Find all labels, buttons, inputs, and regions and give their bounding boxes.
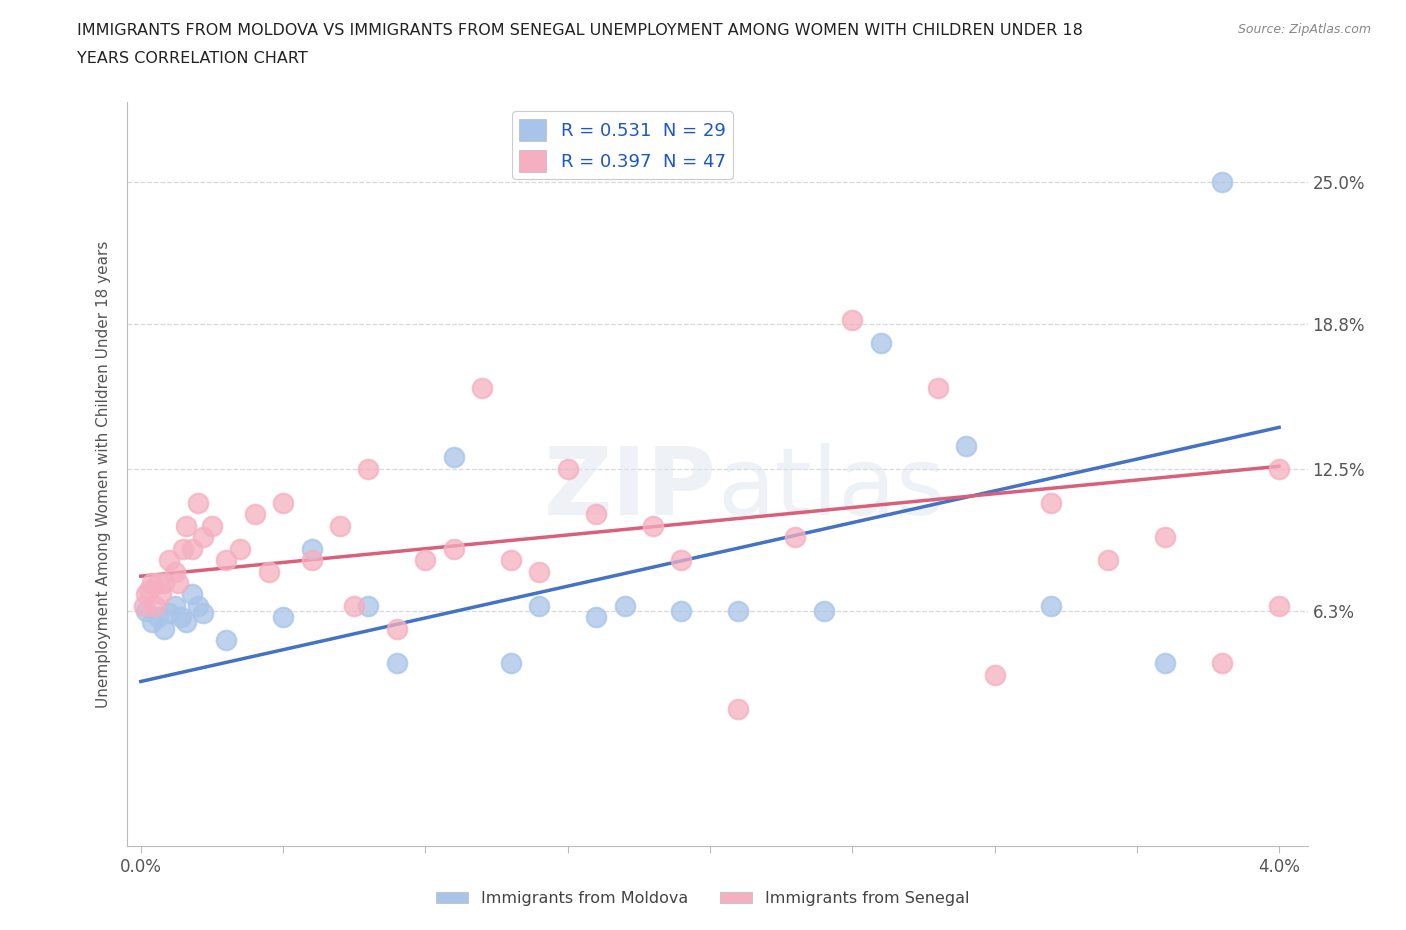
Point bbox=[176, 615, 198, 630]
Point bbox=[132, 599, 155, 614]
Point bbox=[187, 599, 209, 614]
Point bbox=[585, 610, 607, 625]
Point bbox=[357, 461, 380, 476]
Point bbox=[146, 576, 169, 591]
Point bbox=[329, 518, 352, 533]
Point bbox=[841, 312, 863, 327]
Point bbox=[443, 541, 465, 556]
Point bbox=[135, 587, 157, 602]
Point bbox=[955, 438, 977, 453]
Point bbox=[152, 621, 174, 636]
Text: YEARS CORRELATION CHART: YEARS CORRELATION CHART bbox=[77, 51, 308, 66]
Legend: Immigrants from Moldova, Immigrants from Senegal: Immigrants from Moldova, Immigrants from… bbox=[430, 885, 976, 912]
Point bbox=[243, 507, 266, 522]
Point bbox=[215, 552, 238, 567]
Point bbox=[166, 576, 188, 591]
Point bbox=[1211, 656, 1233, 671]
Point bbox=[357, 599, 380, 614]
Point bbox=[471, 381, 494, 396]
Point bbox=[193, 605, 215, 620]
Point bbox=[163, 599, 186, 614]
Point bbox=[671, 552, 693, 567]
Point bbox=[301, 552, 323, 567]
Text: atlas: atlas bbox=[717, 444, 945, 535]
Text: IMMIGRANTS FROM MOLDOVA VS IMMIGRANTS FROM SENEGAL UNEMPLOYMENT AMONG WOMEN WITH: IMMIGRANTS FROM MOLDOVA VS IMMIGRANTS FR… bbox=[77, 23, 1083, 38]
Point bbox=[172, 541, 194, 556]
Point bbox=[499, 552, 522, 567]
Point bbox=[229, 541, 252, 556]
Point bbox=[149, 587, 172, 602]
Point bbox=[301, 541, 323, 556]
Point bbox=[385, 621, 408, 636]
Point bbox=[499, 656, 522, 671]
Point bbox=[927, 381, 949, 396]
Point bbox=[1040, 496, 1063, 511]
Text: Source: ZipAtlas.com: Source: ZipAtlas.com bbox=[1237, 23, 1371, 36]
Point bbox=[271, 610, 294, 625]
Point bbox=[176, 518, 198, 533]
Legend: R = 0.531  N = 29, R = 0.397  N = 47: R = 0.531 N = 29, R = 0.397 N = 47 bbox=[512, 112, 733, 179]
Point bbox=[1268, 461, 1291, 476]
Point bbox=[613, 599, 636, 614]
Point bbox=[152, 576, 174, 591]
Point bbox=[1211, 175, 1233, 190]
Point bbox=[193, 530, 215, 545]
Point bbox=[257, 565, 280, 579]
Point bbox=[641, 518, 664, 533]
Point bbox=[1040, 599, 1063, 614]
Point bbox=[201, 518, 224, 533]
Point bbox=[1154, 530, 1177, 545]
Text: ZIP: ZIP bbox=[544, 444, 717, 535]
Point bbox=[271, 496, 294, 511]
Point bbox=[181, 541, 204, 556]
Point bbox=[181, 587, 204, 602]
Point bbox=[215, 632, 238, 647]
Point bbox=[141, 615, 163, 630]
Point bbox=[527, 599, 550, 614]
Point bbox=[585, 507, 607, 522]
Point bbox=[1154, 656, 1177, 671]
Point bbox=[671, 603, 693, 618]
Point bbox=[443, 450, 465, 465]
Point bbox=[157, 552, 180, 567]
Point bbox=[785, 530, 807, 545]
Point bbox=[146, 610, 169, 625]
Point bbox=[169, 610, 191, 625]
Point bbox=[727, 603, 749, 618]
Point bbox=[143, 599, 166, 614]
Point bbox=[141, 576, 163, 591]
Point bbox=[138, 582, 160, 597]
Point bbox=[187, 496, 209, 511]
Point bbox=[1268, 599, 1291, 614]
Point bbox=[1097, 552, 1119, 567]
Point bbox=[813, 603, 835, 618]
Point bbox=[163, 565, 186, 579]
Point bbox=[983, 667, 1005, 682]
Point bbox=[415, 552, 437, 567]
Point bbox=[869, 335, 891, 350]
Point bbox=[157, 605, 180, 620]
Point bbox=[727, 701, 749, 716]
Point bbox=[343, 599, 366, 614]
Point bbox=[557, 461, 579, 476]
Point bbox=[527, 565, 550, 579]
Y-axis label: Unemployment Among Women with Children Under 18 years: Unemployment Among Women with Children U… bbox=[96, 241, 111, 708]
Point bbox=[135, 603, 157, 618]
Point bbox=[385, 656, 408, 671]
